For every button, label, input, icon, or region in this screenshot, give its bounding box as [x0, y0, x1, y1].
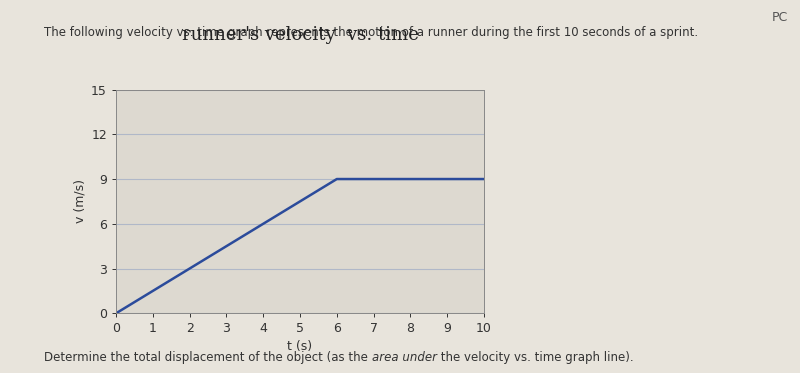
- Text: PC: PC: [772, 11, 788, 24]
- Text: area under: area under: [372, 351, 437, 364]
- X-axis label: t (s): t (s): [287, 339, 313, 352]
- Text: the velocity vs. time graph line).: the velocity vs. time graph line).: [437, 351, 634, 364]
- Text: runner's velocity  vs. time: runner's velocity vs. time: [182, 26, 418, 44]
- Y-axis label: v (m/s): v (m/s): [74, 179, 87, 223]
- Text: The following velocity vs. time graph represents the motion of a runner during t: The following velocity vs. time graph re…: [44, 26, 698, 39]
- Text: Determine the total displacement of the object (as the: Determine the total displacement of the …: [44, 351, 372, 364]
